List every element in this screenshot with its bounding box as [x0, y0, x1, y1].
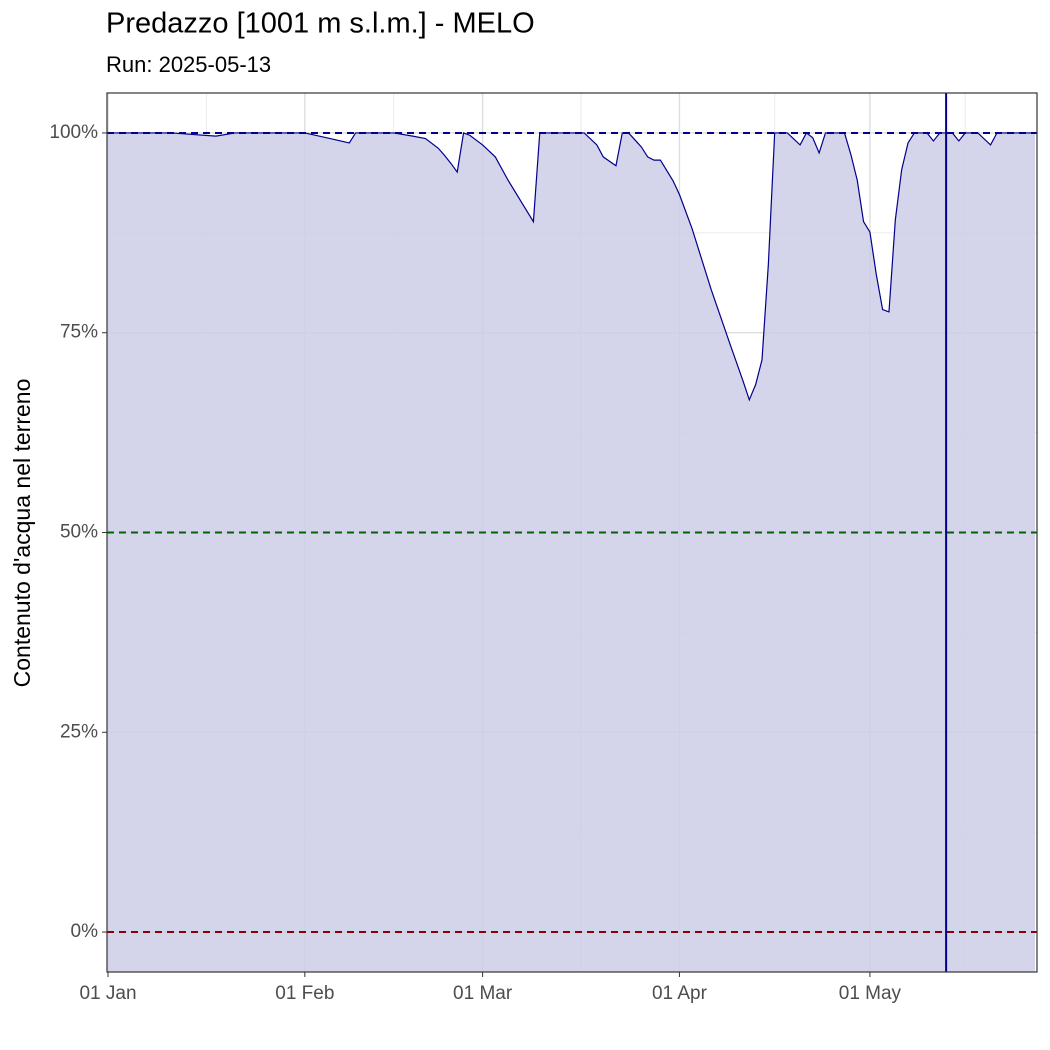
x-tick-label: 01 Feb: [275, 983, 334, 1004]
area: [108, 132, 1035, 973]
x-tick-label: 01 Mar: [453, 983, 513, 1004]
x-tick-label: 01 Apr: [652, 983, 708, 1004]
x-tick-label: 01 Jan: [79, 983, 136, 1004]
y-tick-label: 100%: [49, 122, 98, 143]
y-tick-label: 75%: [60, 322, 98, 343]
chart-subtitle: Run: 2025-05-13: [106, 52, 271, 77]
y-tick-label: 25%: [60, 721, 98, 742]
x-tick-label: 01 May: [839, 983, 902, 1004]
y-axis-title: Contenuto d'acqua nel terreno: [9, 379, 35, 688]
chart-title: Predazzo [1001 m s.l.m.] - MELO: [106, 8, 535, 40]
y-tick-label: 0%: [71, 921, 99, 942]
line: [108, 132, 1035, 402]
panel-border: [106, 92, 1038, 973]
y-tick-label: 50%: [60, 522, 98, 543]
